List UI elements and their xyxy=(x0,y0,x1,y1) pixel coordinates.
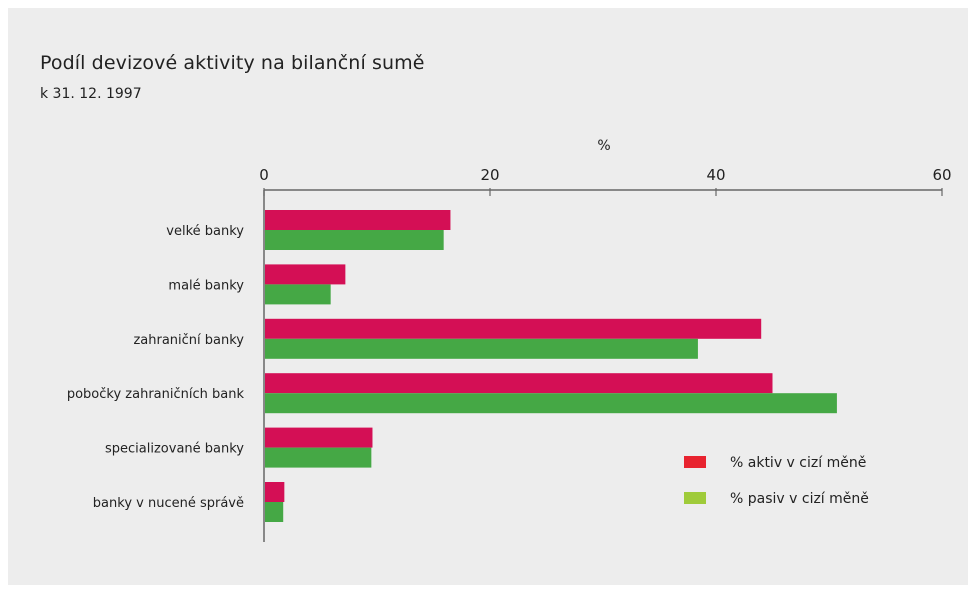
bar xyxy=(265,393,837,414)
legend-swatch xyxy=(684,456,706,468)
bar xyxy=(265,427,373,448)
bar xyxy=(265,373,773,394)
bar xyxy=(265,230,444,250)
category-label: banky v nucené správě xyxy=(93,496,244,511)
category-label: zahraniční banky xyxy=(133,333,244,348)
chart-title: Podíl devizové aktivity na bilanční sumě xyxy=(40,52,425,74)
bar xyxy=(265,502,284,522)
bar xyxy=(265,264,346,285)
x-tick-label: 60 xyxy=(932,166,951,184)
x-tick-label: 40 xyxy=(706,166,725,184)
category-label: malé banky xyxy=(168,278,244,293)
chart-panel: Podíl devizové aktivity na bilanční sumě… xyxy=(8,8,968,585)
legend-label: % pasiv v cizí měně xyxy=(730,491,869,507)
category-label: specializované banky xyxy=(105,442,244,457)
x-tick-label: 0 xyxy=(259,166,269,184)
chart-subtitle: k 31. 12. 1997 xyxy=(40,86,142,102)
bar xyxy=(265,318,762,339)
x-tick-label: 20 xyxy=(480,166,499,184)
bar xyxy=(265,338,698,359)
legend-label: % aktiv v cizí měně xyxy=(730,455,866,471)
category-label: pobočky zahraničních bank xyxy=(67,387,245,402)
x-axis-label: % xyxy=(597,138,610,154)
legend-swatch xyxy=(684,492,706,504)
bar xyxy=(265,482,285,502)
bar xyxy=(265,210,451,230)
bar xyxy=(265,284,331,305)
category-label: velké banky xyxy=(166,224,244,239)
bar xyxy=(265,447,372,468)
